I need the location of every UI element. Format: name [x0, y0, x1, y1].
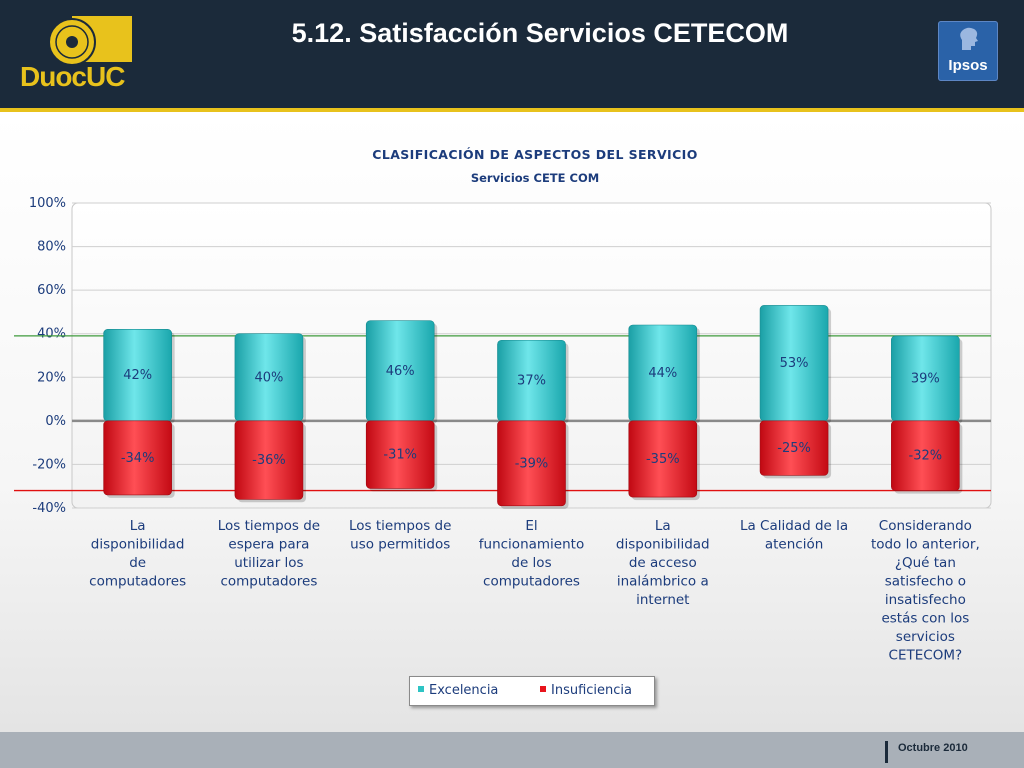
chart-title: CLASIFICACIÓN DE ASPECTOS DEL SERVICIO	[372, 147, 698, 162]
y-tick-label: 40%	[37, 327, 66, 342]
x-category-label: Considerando todo lo anterior, ¿Qué tan sat…	[871, 518, 980, 664]
data-label-excelencia: 40%	[254, 370, 283, 385]
ipsos-logo: Ipsos	[938, 21, 998, 81]
slide-footer	[0, 732, 1024, 768]
y-tick-label: 100%	[29, 196, 66, 211]
data-label-insuficiencia: -35%	[646, 452, 680, 467]
slide-header	[0, 0, 1024, 108]
legend-item-insuficiencia: Insuficiencia	[540, 683, 632, 698]
data-label-excelencia: 37%	[517, 374, 546, 389]
data-label-insuficiencia: -25%	[777, 441, 811, 456]
y-tick-label: -40%	[32, 501, 66, 516]
bar-insuficiencia	[628, 420, 698, 498]
slide-title: 5.12. Satisfacción Servicios CETECOM	[291, 18, 789, 48]
header-accent-line	[0, 108, 1024, 112]
data-label-insuficiencia: -34%	[121, 451, 155, 466]
bar-insuficiencia	[891, 420, 960, 491]
data-label-insuficiencia: -32%	[909, 449, 943, 464]
y-tick-label: -20%	[32, 457, 66, 472]
data-label-insuficiencia: -36%	[252, 453, 286, 468]
y-tick-label: 20%	[37, 370, 66, 385]
ipsos-head-icon	[960, 27, 978, 50]
bar-insuficiencia	[103, 420, 172, 496]
legend-item-excelencia: Excelencia	[418, 683, 498, 698]
x-category-label: La disponibilidad de acceso inalámbrico a in…	[616, 518, 710, 608]
x-category-label: El funcionamiento de los computadores	[479, 518, 584, 590]
x-category-label: La disponibilidad de computadores	[89, 518, 186, 590]
footer-divider	[885, 741, 888, 763]
chart-subtitle: Servicios CETE COM	[470, 171, 600, 185]
data-label-insuficiencia: -31%	[383, 448, 417, 463]
duocuc-logo-text: DuocUC	[20, 61, 125, 90]
x-category-label: Los tiempos de espera para utilizar los com…	[218, 518, 320, 590]
data-label-excelencia: 46%	[386, 364, 415, 379]
x-category-label: Los tiempos de uso permitidos	[349, 518, 451, 553]
x-category-label: La Calidad de la atención	[740, 518, 848, 553]
chart-legend: Excelencia Insuficiencia	[409, 676, 655, 706]
legend-swatch-excelencia	[418, 686, 424, 692]
data-label-excelencia: 39%	[911, 371, 940, 386]
bar-insuficiencia	[234, 420, 304, 500]
ipsos-logo-text: Ipsos	[948, 57, 988, 74]
legend-label-insuficiencia: Insuficiencia	[551, 683, 632, 698]
footer-date: Octubre 2010	[898, 742, 968, 754]
bar-insuficiencia	[497, 420, 566, 507]
y-tick-label: 80%	[37, 240, 66, 255]
bar-insuficiencia	[365, 420, 435, 489]
data-label-excelencia: 44%	[648, 366, 677, 381]
bar-insuficiencia	[759, 420, 829, 476]
bar-chart: 100% 80% 60% 40% 20% 0% -20% -40% 42% -34% La dispo…	[14, 196, 992, 664]
data-label-excelencia: 53%	[780, 356, 809, 371]
duocuc-logo: DuocUC	[20, 16, 132, 90]
legend-label-excelencia: Excelencia	[429, 683, 499, 698]
y-tick-label: 0%	[45, 414, 66, 429]
legend-swatch-insuficiencia	[540, 686, 546, 692]
data-label-excelencia: 42%	[123, 368, 152, 383]
y-tick-label: 60%	[37, 283, 66, 298]
data-label-insuficiencia: -39%	[515, 456, 549, 471]
